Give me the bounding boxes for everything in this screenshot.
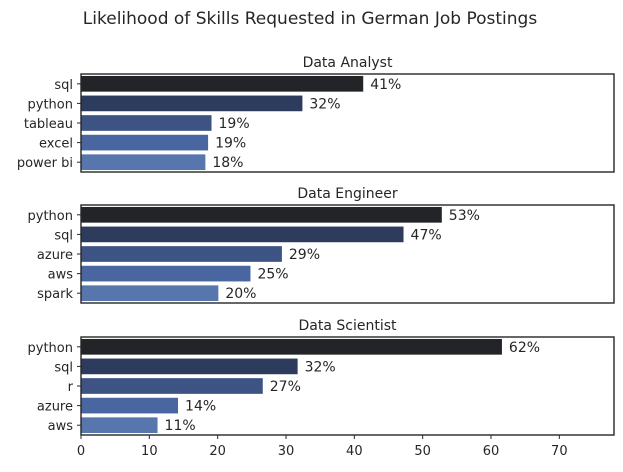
y-tick-label: python xyxy=(28,97,73,112)
y-tick-label: excel xyxy=(39,137,73,152)
data-label: 47% xyxy=(411,227,442,243)
data-label: 41% xyxy=(370,77,401,93)
y-tick-label: azure xyxy=(37,248,73,263)
x-tick-label: 60 xyxy=(483,444,500,459)
axes-frame xyxy=(80,336,615,436)
y-tick-label: azure xyxy=(37,400,73,415)
data-label: 32% xyxy=(305,359,336,375)
data-label: 25% xyxy=(257,267,288,283)
bar xyxy=(81,378,263,394)
y-tick-label: python xyxy=(28,341,73,356)
data-label: 20% xyxy=(225,286,256,302)
data-label: 29% xyxy=(289,247,320,263)
bar xyxy=(81,206,442,223)
data-label: 19% xyxy=(219,116,250,132)
bar xyxy=(81,134,209,151)
x-tick-label: 10 xyxy=(141,444,158,459)
bar xyxy=(81,154,206,171)
y-tick-label: spark xyxy=(37,287,73,302)
data-label: 32% xyxy=(309,96,340,112)
x-tick-label: 50 xyxy=(414,444,431,459)
bar xyxy=(81,338,502,355)
axes-frame xyxy=(80,204,615,304)
bar xyxy=(81,358,298,375)
bar xyxy=(81,397,179,414)
subplot-2: Data Engineer python 53% sql 47% azure 29% aws 2… xyxy=(28,186,615,304)
data-label: 18% xyxy=(212,155,243,171)
data-label: 27% xyxy=(270,379,301,395)
subplot-title: Data Analyst xyxy=(303,55,393,71)
x-tick-label: 30 xyxy=(278,444,295,459)
y-tick-label: sql xyxy=(54,360,73,375)
bar xyxy=(81,285,219,302)
bar xyxy=(81,95,303,112)
y-tick-label: sql xyxy=(54,78,73,93)
subplot-title: Data Engineer xyxy=(297,186,397,202)
bar xyxy=(81,417,158,434)
data-label: 11% xyxy=(165,418,196,434)
y-tick-label: tableau xyxy=(24,117,73,132)
y-tick-label: aws xyxy=(48,268,74,283)
x-tick-label: 20 xyxy=(209,444,226,459)
subplot-title: Data Scientist xyxy=(299,318,398,334)
bar xyxy=(81,246,282,262)
data-label: 19% xyxy=(215,136,246,152)
y-tick-label: python xyxy=(28,209,73,224)
x-tick-label: 70 xyxy=(551,444,568,459)
subplot-1: Data Analyst sql 41% python 32% tableau 19% exc… xyxy=(17,55,615,173)
y-tick-label: power bi xyxy=(17,156,73,171)
data-label: 62% xyxy=(509,340,540,356)
figure-title: Likelihood of Skills Requested in German… xyxy=(83,9,538,29)
x-tick-label: 40 xyxy=(346,444,363,459)
bar xyxy=(81,226,404,243)
y-tick-label: sql xyxy=(54,228,73,243)
data-label: 53% xyxy=(449,208,480,224)
subplots: Data Analyst sql 41% python 32% tableau 19% exc… xyxy=(17,55,615,459)
bar xyxy=(81,265,251,282)
bar xyxy=(81,115,212,131)
data-label: 14% xyxy=(185,399,216,415)
x-tick-label: 0 xyxy=(77,444,85,459)
subplot-3: Data Scientist python 62% sql 32% r 27% azure 14… xyxy=(28,318,615,459)
axes-frame xyxy=(80,73,615,173)
y-tick-label: r xyxy=(68,380,74,395)
bar xyxy=(81,75,364,92)
y-tick-label: aws xyxy=(48,419,74,434)
